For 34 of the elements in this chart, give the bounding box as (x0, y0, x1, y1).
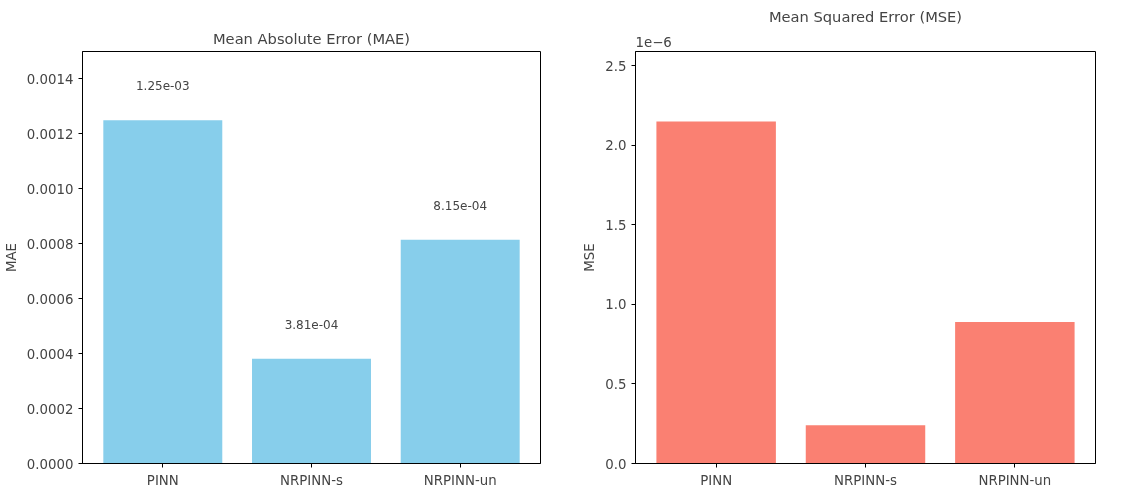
y-tick-label: 2.0 (605, 138, 627, 154)
chart-title: Mean Squared Error (MSE) (768, 7, 963, 25)
y-tick-label: 0.0000 (26, 456, 74, 472)
y-tick-label: 1.5 (605, 217, 627, 233)
x-tick-label: NRPINN-s (834, 472, 897, 488)
y-tick-label: 2.5 (605, 58, 627, 74)
bar (656, 121, 776, 464)
y-axis-title: MSE (582, 243, 598, 272)
y-tick-label: 0.5 (605, 376, 627, 392)
y-tick-label: 1.0 (605, 297, 627, 313)
text: 1e−6 (635, 34, 672, 50)
y-tick-label: 0.0004 (26, 346, 74, 362)
bar (400, 239, 520, 464)
x-tick-label: NRPINN-un (978, 472, 1052, 488)
data-label: 1.25e-03 (135, 79, 190, 94)
y-tick-label: 0.0 (605, 456, 627, 472)
bar (103, 120, 223, 464)
bar (955, 321, 1075, 464)
y-tick-label: 0.0008 (26, 236, 74, 252)
y-tick-label: 0.0010 (26, 181, 74, 197)
bar (252, 358, 371, 464)
y-tick-label: 0.0006 (26, 291, 74, 307)
chart-title: Mean Absolute Error (MAE) (212, 29, 411, 47)
x-tick-label: PINN (146, 472, 179, 488)
x-tick-label: NRPINN-s (280, 472, 343, 488)
y-tick-label: 0.0012 (26, 126, 74, 142)
x-tick-label: PINN (700, 472, 733, 488)
y-tick-label: 0.0002 (26, 401, 74, 417)
data-label: 3.81e-04 (284, 317, 339, 332)
x-tick-label: NRPINN-un (423, 472, 497, 488)
y-tick-label: 0.0014 (26, 71, 74, 87)
bar (805, 425, 926, 464)
y-axis-title: MAE (3, 242, 19, 273)
data-label: 8.15e-04 (433, 198, 488, 213)
